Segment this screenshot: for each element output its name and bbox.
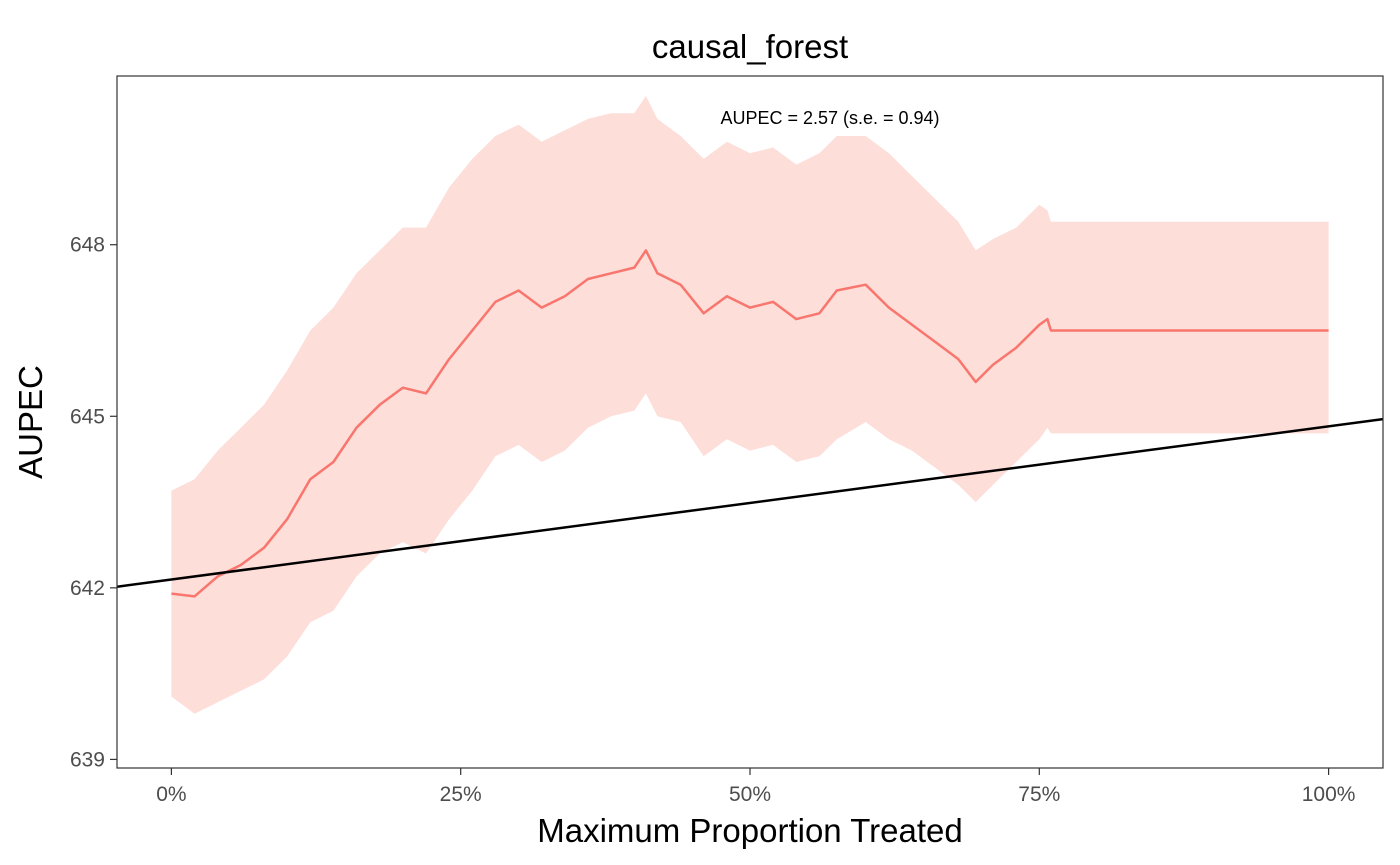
- y-axis: 639 642 645 648: [70, 234, 117, 771]
- y-tick-label: 642: [70, 577, 105, 600]
- x-tick-label: 25%: [440, 783, 482, 806]
- aupec-estimate-line: [171, 249, 1329, 598]
- y-tick-label: 639: [70, 748, 105, 771]
- y-tick-label: 645: [70, 405, 105, 428]
- y-tick-label: 648: [70, 234, 105, 257]
- chart-title: causal_forest: [652, 28, 848, 65]
- x-axis-label: Maximum Proportion Treated: [537, 812, 963, 849]
- x-axis: 0% 25% 50% 75% 100%: [156, 768, 1355, 806]
- x-tick-label: 50%: [729, 783, 771, 806]
- x-tick-label: 100%: [1302, 783, 1356, 806]
- x-tick-label: 75%: [1018, 783, 1060, 806]
- confidence-band: [171, 96, 1329, 714]
- aupec-annotation: AUPEC = 2.57 (s.e. = 0.94): [720, 108, 939, 128]
- random-baseline-line: [117, 417, 1383, 588]
- plot-area: [117, 96, 1383, 714]
- x-tick-label: 0%: [156, 783, 186, 806]
- y-axis-label: AUPEC: [12, 365, 49, 479]
- plot-panel: [116, 75, 1384, 769]
